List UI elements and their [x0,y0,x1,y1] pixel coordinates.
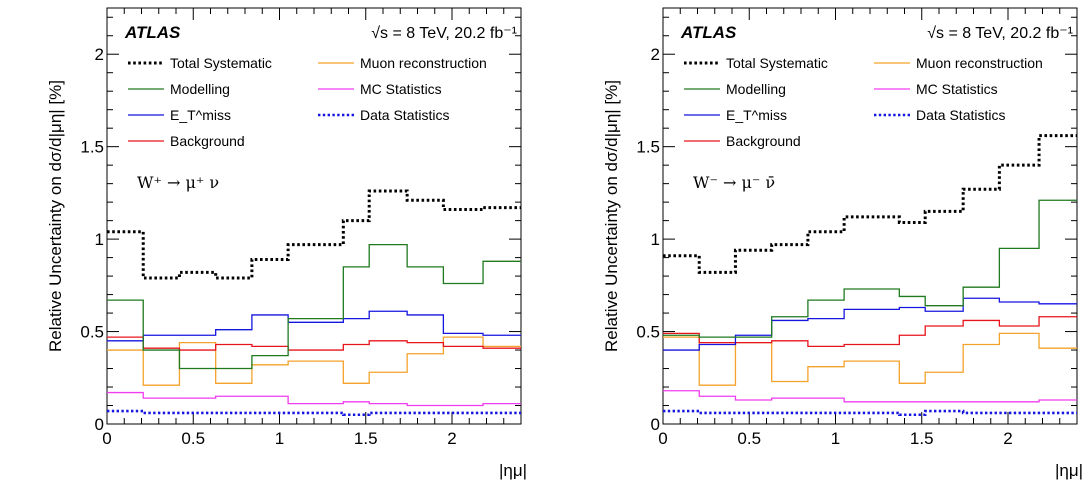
legend-label-background: Background [726,133,801,149]
legend-label-total_systematic: Total Systematic [170,55,272,71]
series-line-mc_stats [107,391,521,407]
series-line-etmiss [107,310,521,342]
legend-label-mc_stats: MC Statistics [916,81,998,97]
legend-label-muon_reco: Muon reconstruction [916,55,1043,71]
y-tick-label: 2 [651,45,660,64]
legend-label-etmiss: E_T^miss [170,107,231,123]
chart-panel-right: 0 0.5 1 1.5 2 0 0.5 1 1.5 2 ATLAS √s = 8 TeV, 20.2 … [602,7,1083,480]
y-tick-label: 0 [95,415,104,434]
x-tick-label: 2 [447,429,456,448]
x-tick-label: 2 [1003,429,1012,448]
chart-panel-left: 0 0.5 1 1.5 2 0 0.5 1 1.5 2 ATLAS √s = 8 TeV, 20.2 … [46,7,527,480]
series-line-data_stats [107,409,521,417]
legend-label-data_stats: Data Statistics [916,107,1005,123]
legend-label-muon_reco: Muon reconstruction [360,55,487,71]
x-tick-label: 0.5 [181,429,205,448]
x-axis-title: |ημ| [499,461,527,480]
series-line-etmiss [663,297,1077,351]
y-tick-label: 2 [95,45,104,64]
y-tick-label: 1 [95,230,104,249]
series-line-muon_reco [663,332,1077,386]
series-line-total_systematic [107,189,521,280]
series-line-background [107,336,521,351]
x-tick-label: 0 [102,429,111,448]
legend-label-background: Background [170,133,245,149]
legend-label-etmiss: E_T^miss [726,107,787,123]
x-tick-label: 1 [831,429,840,448]
series-line-total_systematic [663,134,1077,274]
energy-lumi-label: √s = 8 TeV, 20.2 fb⁻¹ [927,25,1073,42]
x-tick-label: 1.5 [354,429,378,448]
series-line-modelling [663,199,1077,338]
x-tick-label: 0.5 [737,429,761,448]
legend-label-modelling: Modelling [170,81,230,97]
series-line-background [663,316,1077,347]
experiment-label: ATLAS [124,23,181,42]
series-line-data_stats [663,409,1077,417]
x-axis-title: |ημ| [1055,461,1083,480]
x-tick-label: 1 [275,429,284,448]
y-tick-label: 1.5 [80,138,104,157]
y-tick-label: 0.5 [80,323,104,342]
series-line-modelling [107,244,521,370]
x-tick-label: 0 [658,429,667,448]
y-tick-label: 0.5 [636,323,660,342]
x-tick-label: 1.5 [910,429,934,448]
y-tick-label: 1 [651,230,660,249]
experiment-label: ATLAS [680,23,737,42]
y-tick-label: 1.5 [636,138,660,157]
process-label: W⁻ → μ⁻ ν̄ [693,173,775,192]
legend-label-mc_stats: MC Statistics [360,81,442,97]
legend-label-data_stats: Data Statistics [360,107,449,123]
legend-label-modelling: Modelling [726,81,786,97]
legend-label-total_systematic: Total Systematic [726,55,828,71]
series-line-muon_reco [107,336,521,386]
process-label: W⁺ → μ⁺ ν [137,173,219,192]
y-tick-label: 0 [651,415,660,434]
y-axis-title: Relative Uncertainty on dσ/d|μη| [%] [46,80,65,352]
y-axis-title: Relative Uncertainty on dσ/d|μη| [%] [602,80,621,352]
energy-lumi-label: √s = 8 TeV, 20.2 fb⁻¹ [371,25,517,42]
series-line-mc_stats [663,390,1077,403]
